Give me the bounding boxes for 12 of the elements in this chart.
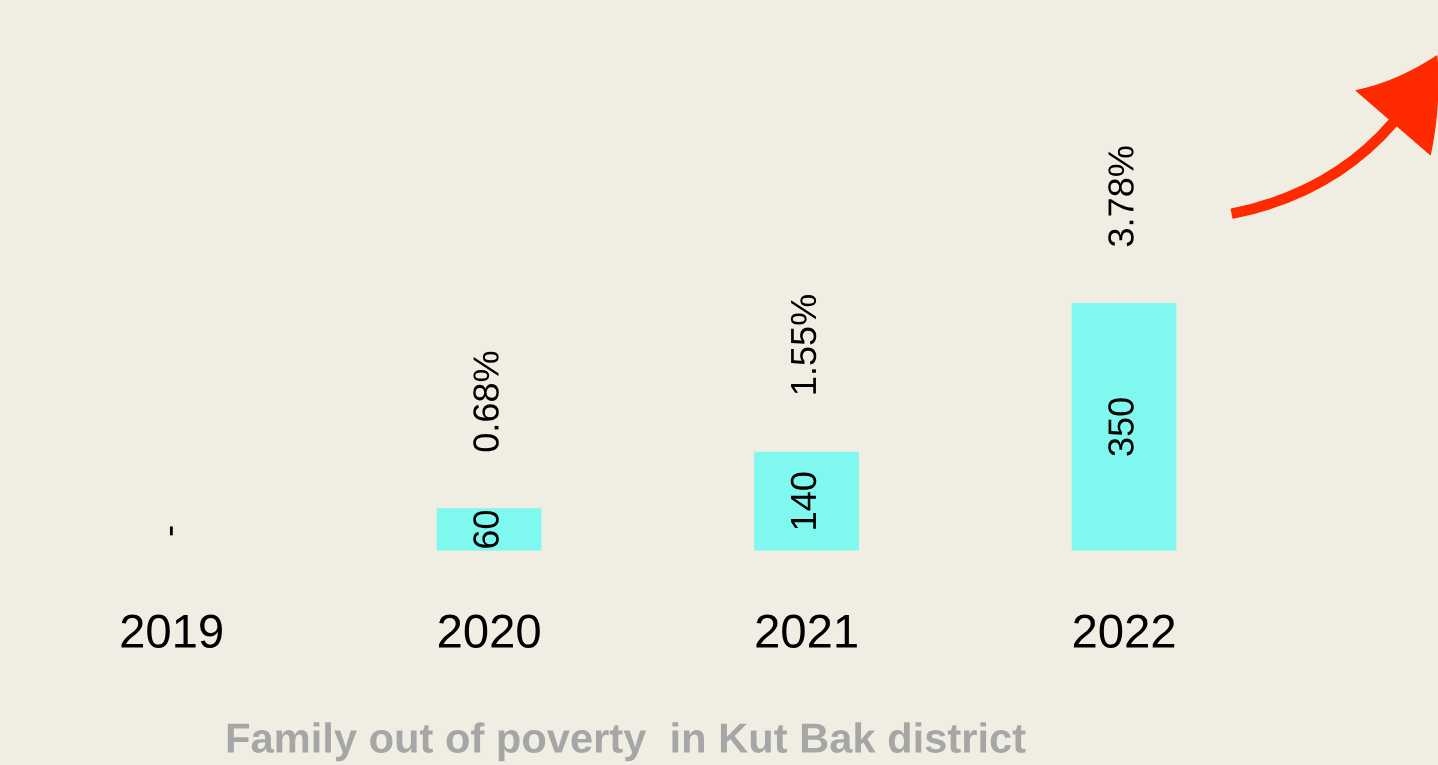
annotation: 1.55% — [790, 295, 817, 394]
text: - — [169, 526, 173, 536]
x-tick-label: 2020 — [438, 614, 540, 648]
data-label: 350 — [1108, 398, 1134, 456]
x-tick-label: 2019 — [121, 614, 222, 648]
data-label: 140 — [790, 472, 817, 529]
data-label: 60 — [473, 510, 499, 548]
x-tick-label: 2022 — [1073, 614, 1175, 648]
annotation: 3.78% — [1108, 146, 1134, 247]
annotation: 0.68% — [473, 351, 499, 452]
text: Family out of poverty in Kut Bak district — [227, 722, 1026, 762]
x-tick-label: 2021 — [756, 614, 857, 648]
